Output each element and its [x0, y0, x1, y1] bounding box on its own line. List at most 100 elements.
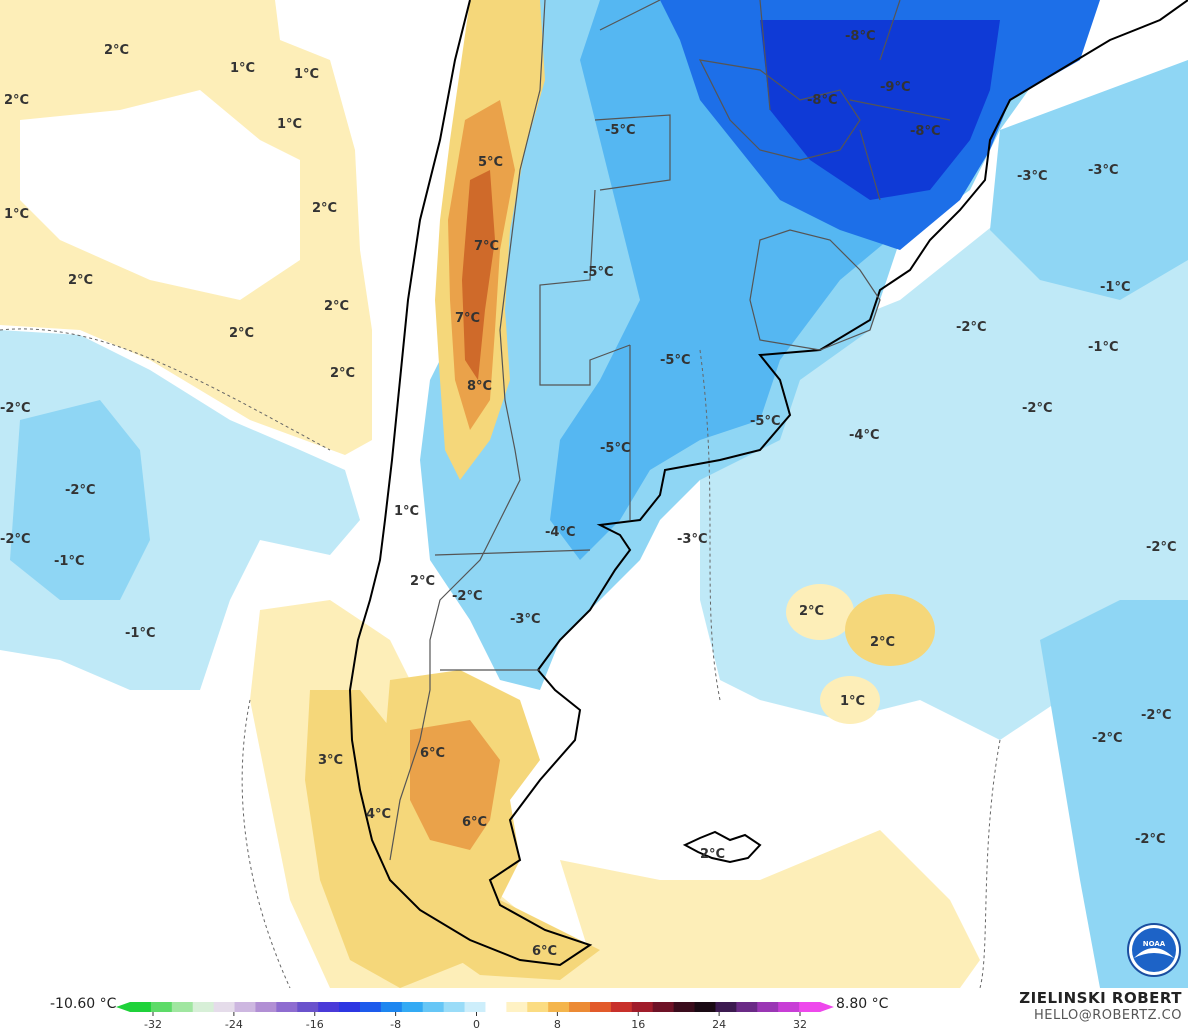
- temp-label: -8°C: [807, 93, 837, 108]
- temp-label: -5°C: [600, 441, 630, 456]
- legend-color-swatch: [255, 1002, 277, 1012]
- border-chile-argentina: [389, 0, 546, 861]
- legend-tick-label: 8: [554, 1018, 561, 1031]
- legend-color-swatch: [130, 1002, 152, 1012]
- isotherm-lines: [0, 328, 1001, 988]
- border-uruguay: [749, 229, 881, 351]
- legend-color-swatch: [171, 1002, 194, 1012]
- color-scale-bar: -32 -24 -16 -8 0 8 16 24 32: [116, 1002, 834, 1031]
- legend-color-swatch: [715, 1002, 737, 1012]
- legend-max-arrow: [820, 1002, 834, 1012]
- temp-label: 1°C: [4, 207, 29, 222]
- temp-label: 7°C: [455, 311, 480, 326]
- south-atlantic-warm: [560, 830, 980, 988]
- temp-label: 2°C: [68, 273, 93, 288]
- temp-label: -1°C: [1100, 280, 1130, 295]
- temp-label: 1°C: [277, 117, 302, 132]
- temp-label: 2°C: [799, 604, 824, 619]
- noaa-logo: NOAA: [1127, 923, 1181, 977]
- legend-color-swatch: [318, 1002, 340, 1012]
- temperature-labels: 2°C 1°C 1°C 2°C 1°C 2°C 1°C 2°C 2°C 2°C …: [0, 29, 1176, 959]
- legend-color-swatch: [297, 1002, 319, 1012]
- legend-tick-label: -24: [225, 1018, 243, 1031]
- legend-color-swatch: [339, 1002, 361, 1012]
- legend-color-swatch: [464, 1002, 486, 1012]
- legend-tick-label: 16: [631, 1018, 645, 1031]
- temp-label: 3°C: [318, 753, 343, 768]
- legend-color-swatch: [548, 1002, 570, 1012]
- temp-label: -2°C: [1146, 540, 1176, 555]
- legend-color-swatch: [401, 1002, 424, 1012]
- falkland-islands: [682, 830, 762, 864]
- border-province-1: [594, 114, 671, 191]
- temp-label: -2°C: [956, 320, 986, 335]
- temp-label: 2°C: [229, 326, 254, 341]
- legend-tick-label: -32: [144, 1018, 162, 1031]
- temp-label: 2°C: [410, 574, 435, 589]
- border-province-2: [539, 189, 631, 386]
- temp-label: 2°C: [700, 847, 725, 862]
- temp-label: -1°C: [1088, 340, 1118, 355]
- temp-label: 1°C: [840, 694, 865, 709]
- temp-label: 1°C: [230, 61, 255, 76]
- atlantic-warm-patch-1: [786, 584, 854, 640]
- temp-label: -3°C: [1088, 163, 1118, 178]
- legend-color-swatch: [506, 1002, 528, 1012]
- author-name: ZIELINSKI ROBERT: [1019, 989, 1182, 1007]
- pacific-neutral-patch: [20, 90, 300, 300]
- legend-color-swatch: [757, 1002, 779, 1012]
- temp-label: -9°C: [880, 80, 910, 95]
- temp-label: 4°C: [366, 807, 391, 822]
- temp-label: 6°C: [532, 944, 557, 959]
- legend-color-swatch: [569, 1002, 591, 1012]
- coastline-south-america: [348, 0, 1188, 967]
- legend-color-swatch: [610, 1002, 633, 1012]
- legend-color-swatch: [694, 1002, 716, 1012]
- temp-label: 2°C: [4, 93, 29, 108]
- temp-label: -1°C: [54, 554, 84, 569]
- legend-color-swatch: [652, 1002, 675, 1012]
- temp-label: 5°C: [478, 155, 503, 170]
- temp-label: -4°C: [545, 525, 575, 540]
- temp-label: 7°C: [474, 239, 499, 254]
- temp-label: 2°C: [312, 201, 337, 216]
- temp-label: -2°C: [452, 589, 482, 604]
- atlantic-warm-patch-2: [845, 594, 935, 666]
- temp-label: -2°C: [65, 483, 95, 498]
- legend-tick-label: 24: [712, 1018, 726, 1031]
- temp-label: -8°C: [845, 29, 875, 44]
- temperature-anomaly-map[interactable]: 2°C 1°C 1°C 2°C 1°C 2°C 1°C 2°C 2°C 2°C …: [0, 0, 1188, 988]
- atlantic-cold-ne: [990, 60, 1188, 300]
- temp-label: 1°C: [294, 67, 319, 82]
- temp-label: 8°C: [467, 379, 492, 394]
- atlantic-warm-patch-3: [820, 676, 880, 724]
- temp-label: -2°C: [1135, 832, 1165, 847]
- isotherm-4: [979, 739, 1001, 988]
- legend-color-swatch: [778, 1002, 800, 1012]
- noaa-logo-gull: [1134, 948, 1174, 958]
- legend-tick-label: -16: [306, 1018, 324, 1031]
- temp-label: -3°C: [677, 532, 707, 547]
- legend-tick-label: 32: [793, 1018, 807, 1031]
- legend-color-swatch: [422, 1002, 445, 1012]
- temp-label: 2°C: [324, 299, 349, 314]
- legend-color-swatch: [485, 1002, 507, 1012]
- legend-color-swatch: [736, 1002, 758, 1012]
- temp-label: -2°C: [1141, 708, 1171, 723]
- temp-label: -5°C: [605, 123, 635, 138]
- legend-max-label: 8.80 °C: [836, 996, 889, 1012]
- legend-color-swatch: [799, 1002, 821, 1012]
- temp-label: 2°C: [104, 43, 129, 58]
- pacific-colder-patch: [10, 400, 150, 600]
- temp-label: 6°C: [462, 815, 487, 830]
- temp-label: -4°C: [849, 428, 879, 443]
- temp-label: -3°C: [1017, 169, 1047, 184]
- temp-label: -1°C: [125, 626, 155, 641]
- temp-label: -5°C: [660, 353, 690, 368]
- temp-label: -5°C: [583, 265, 613, 280]
- legend-color-swatch: [673, 1002, 696, 1012]
- legend-color-swatch: [590, 1002, 612, 1012]
- temp-label: -2°C: [0, 532, 30, 547]
- legend-color-swatch: [213, 1002, 236, 1012]
- temp-label: -2°C: [1092, 731, 1122, 746]
